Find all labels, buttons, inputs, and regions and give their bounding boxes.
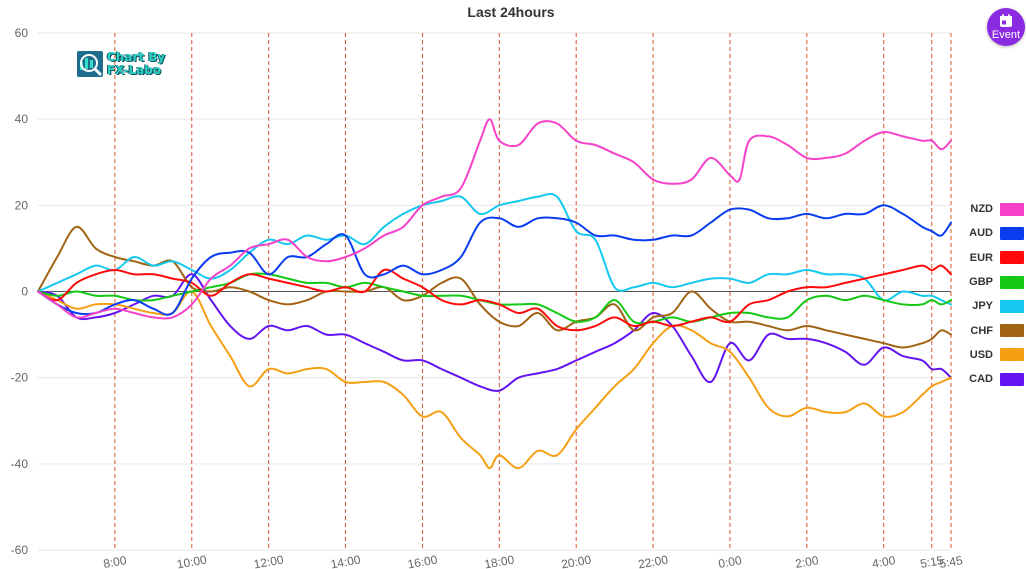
chart-title: Last 24hours <box>467 4 555 20</box>
series-line-jpy <box>37 193 952 306</box>
legend-label: GBP <box>969 276 993 289</box>
x-tick-label: 12:00 <box>253 552 285 569</box>
fx-labo-logo: Chart By FX-Labo <box>77 51 165 77</box>
legend-swatch <box>1000 348 1024 362</box>
logo-line-1: Chart By <box>107 50 166 64</box>
x-tick-label: 20:00 <box>560 552 592 569</box>
x-tick-label: 14:00 <box>330 552 362 569</box>
legend-swatch <box>1000 202 1024 216</box>
legend-label: CAD <box>969 373 993 386</box>
series-line-eur <box>37 264 952 332</box>
legend-item-aud[interactable]: AUD <box>958 221 1024 245</box>
y-tick-label: 0 <box>21 285 28 299</box>
series-line-gbp <box>37 272 952 325</box>
legend-item-eur[interactable]: EUR <box>958 246 1024 270</box>
x-tick-label: 18:00 <box>483 552 515 569</box>
legend-label: JPY <box>972 300 993 313</box>
x-tick-label: 4:00 <box>871 553 897 569</box>
legend-label: CHF <box>970 324 993 337</box>
series-line-nzd <box>37 118 952 320</box>
calendar-icon <box>1000 14 1012 27</box>
event-button[interactable]: Event <box>987 8 1025 46</box>
legend-label: USD <box>969 348 993 361</box>
chart-legend: NZD AUD EUR GBP JPY CHF USD CAD <box>958 197 1024 391</box>
event-button-label: Event <box>991 28 1021 41</box>
x-tick-label: 10:00 <box>176 552 208 569</box>
legend-item-jpy[interactable]: JPY <box>958 294 1024 318</box>
legend-swatch <box>1000 299 1024 313</box>
legend-label: AUD <box>969 227 993 240</box>
y-tick-label: -20 <box>11 371 29 385</box>
legend-item-cad[interactable]: CAD <box>958 367 1024 391</box>
x-tick-label: 16:00 <box>406 552 438 569</box>
legend-label: NZD <box>970 203 993 216</box>
chart-magnifier-icon <box>77 51 103 77</box>
y-tick-label: 20 <box>15 198 29 212</box>
series-line-aud <box>37 204 952 316</box>
y-tick-label: -60 <box>11 543 29 557</box>
legend-item-gbp[interactable]: GBP <box>958 270 1024 294</box>
legend-item-usd[interactable]: USD <box>958 343 1024 367</box>
y-tick-label: -40 <box>11 457 29 471</box>
x-tick-label: 22:00 <box>637 552 669 569</box>
legend-swatch <box>1000 324 1024 338</box>
x-tick-label: 2:00 <box>794 553 820 569</box>
logo-line-2: FX-Labo <box>107 63 162 77</box>
legend-item-chf[interactable]: CHF <box>958 318 1024 342</box>
y-tick-label: 60 <box>15 26 29 40</box>
x-tick-label: 5:45 <box>938 553 964 569</box>
legend-label: EUR <box>969 251 993 264</box>
legend-swatch <box>1000 372 1024 386</box>
y-tick-label: 40 <box>15 112 29 126</box>
legend-swatch <box>1000 275 1024 289</box>
x-tick-label: 0:00 <box>717 553 743 569</box>
legend-swatch <box>1000 226 1024 240</box>
series-line-chf <box>37 225 952 349</box>
legend-swatch <box>1000 251 1024 265</box>
x-tick-label: 8:00 <box>102 553 128 569</box>
x-tick-label: 5:15 <box>919 553 945 569</box>
legend-item-nzd[interactable]: NZD <box>958 197 1024 221</box>
